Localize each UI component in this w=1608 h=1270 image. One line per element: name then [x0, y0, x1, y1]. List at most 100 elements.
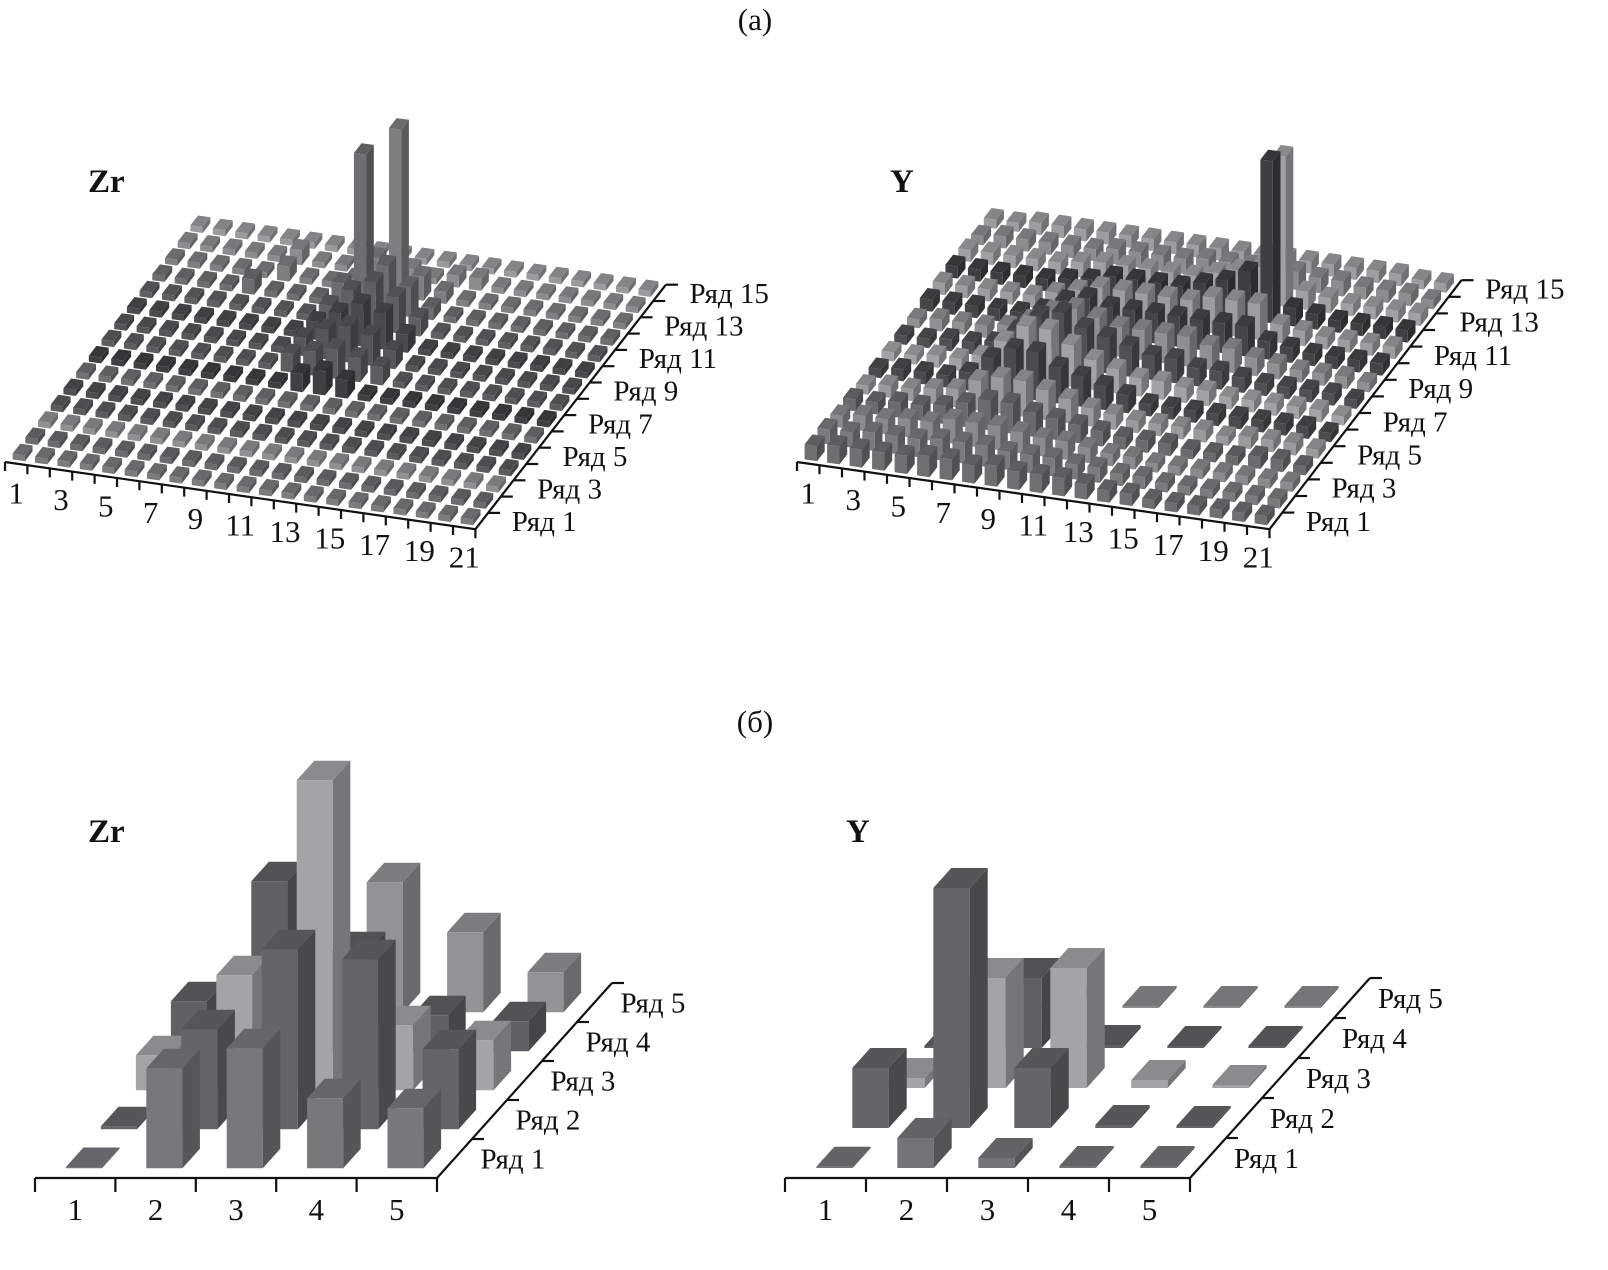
bar-top-face	[447, 912, 501, 933]
bar-front-face	[495, 377, 508, 386]
bar	[468, 267, 489, 291]
bar-side-face	[638, 297, 646, 314]
bar-side-face	[497, 349, 506, 366]
bar-top-face	[548, 266, 569, 279]
bar-side-face	[1359, 350, 1368, 373]
bar-front-face	[527, 400, 540, 408]
bar	[510, 315, 531, 334]
bar-front-face	[504, 270, 517, 278]
bar-front-face	[159, 329, 172, 338]
bar-side-face	[213, 363, 221, 380]
bar	[1267, 352, 1288, 380]
bar-top-face	[1196, 247, 1217, 260]
bar-top-face	[942, 291, 963, 303]
bar-top-face	[1215, 269, 1236, 281]
bar-side-face	[561, 268, 569, 285]
bar	[63, 378, 84, 396]
bar-top-face	[284, 446, 305, 458]
bar-top-face	[1112, 279, 1133, 291]
bar-top-face	[1077, 436, 1098, 449]
bar	[303, 485, 324, 503]
bar	[466, 436, 487, 454]
bar-top-face	[1199, 334, 1220, 346]
bar-top-face	[894, 444, 915, 456]
bar	[436, 250, 457, 269]
bar	[204, 453, 225, 471]
bar	[616, 276, 636, 294]
bar-top-face	[1163, 230, 1184, 243]
row-label: Ряд 3	[537, 473, 602, 505]
bar-top-face	[1007, 460, 1028, 472]
bar-front-face	[168, 349, 181, 357]
bar	[259, 478, 279, 497]
bar-side-face	[538, 265, 547, 281]
bar-front-face	[1238, 435, 1251, 450]
bar-top-face	[204, 453, 225, 465]
bar-side-face	[1276, 394, 1284, 416]
bar-side-face	[1141, 368, 1149, 397]
bar-top-face	[371, 494, 391, 507]
bar-side-face	[1005, 958, 1024, 1088]
bar-side-face	[126, 315, 135, 331]
bar-top-face	[1321, 253, 1342, 265]
bar	[226, 456, 247, 474]
bar-top-face	[984, 454, 1005, 466]
bar-top-face	[1012, 264, 1033, 277]
bar-top-face	[197, 270, 217, 283]
bar-side-face	[1314, 344, 1323, 367]
bar-side-face	[1140, 242, 1149, 268]
bar	[405, 354, 426, 373]
bar	[334, 254, 355, 272]
bar-side-face	[418, 483, 426, 500]
bar-side-face	[402, 862, 421, 1013]
bar-side-face	[190, 233, 198, 250]
bar-side-face	[884, 442, 893, 471]
bar-front-face	[933, 888, 970, 1128]
bar-side-face	[1002, 263, 1011, 285]
bar-top-face	[1102, 265, 1123, 277]
bar-front-face	[108, 394, 121, 403]
bar	[207, 417, 228, 435]
bar-side-face	[1180, 457, 1188, 476]
bar-side-face	[957, 256, 966, 279]
bar-top-face	[510, 315, 531, 328]
bar-top-face	[1000, 281, 1021, 293]
bar	[335, 369, 356, 399]
row-label: Ряд 5	[1357, 440, 1422, 472]
bar-top-face	[978, 388, 999, 401]
bar-front-face	[415, 384, 428, 392]
bar-front-face	[1119, 492, 1132, 506]
bar-top-face	[1016, 228, 1037, 240]
bar-top-face	[1154, 321, 1175, 334]
bar-side-face	[481, 269, 489, 291]
bar	[587, 344, 608, 363]
bar-side-face	[266, 262, 275, 279]
bar-side-face	[1054, 448, 1063, 477]
bar-side-face	[1372, 334, 1381, 356]
bar-top-face	[1128, 241, 1149, 253]
bar-front-face	[38, 420, 51, 429]
x-tick-label: 5	[1142, 1192, 1158, 1227]
bar-front-face	[984, 464, 997, 487]
bar-front-face	[242, 413, 255, 422]
bar-top-face	[82, 417, 103, 429]
bar-side-face	[1260, 294, 1268, 340]
bar-top-face	[315, 318, 336, 330]
bar-side-face	[24, 445, 33, 462]
bar-top-face	[421, 296, 441, 309]
bar	[418, 465, 439, 483]
bar-top-face	[165, 248, 185, 260]
bar-top-face	[492, 1001, 547, 1022]
bar-front-face	[473, 501, 486, 509]
bar-front-face	[284, 456, 297, 464]
bar	[312, 359, 333, 396]
bar-side-face	[225, 220, 233, 237]
bar-side-face	[436, 268, 444, 285]
bar-top-face	[923, 377, 944, 390]
bar-top-face	[1318, 421, 1339, 434]
bar-top-face	[170, 981, 225, 1002]
bar-side-face	[414, 392, 423, 409]
bar-front-face	[187, 261, 200, 269]
bar	[1164, 347, 1185, 384]
bar	[1131, 1060, 1186, 1088]
